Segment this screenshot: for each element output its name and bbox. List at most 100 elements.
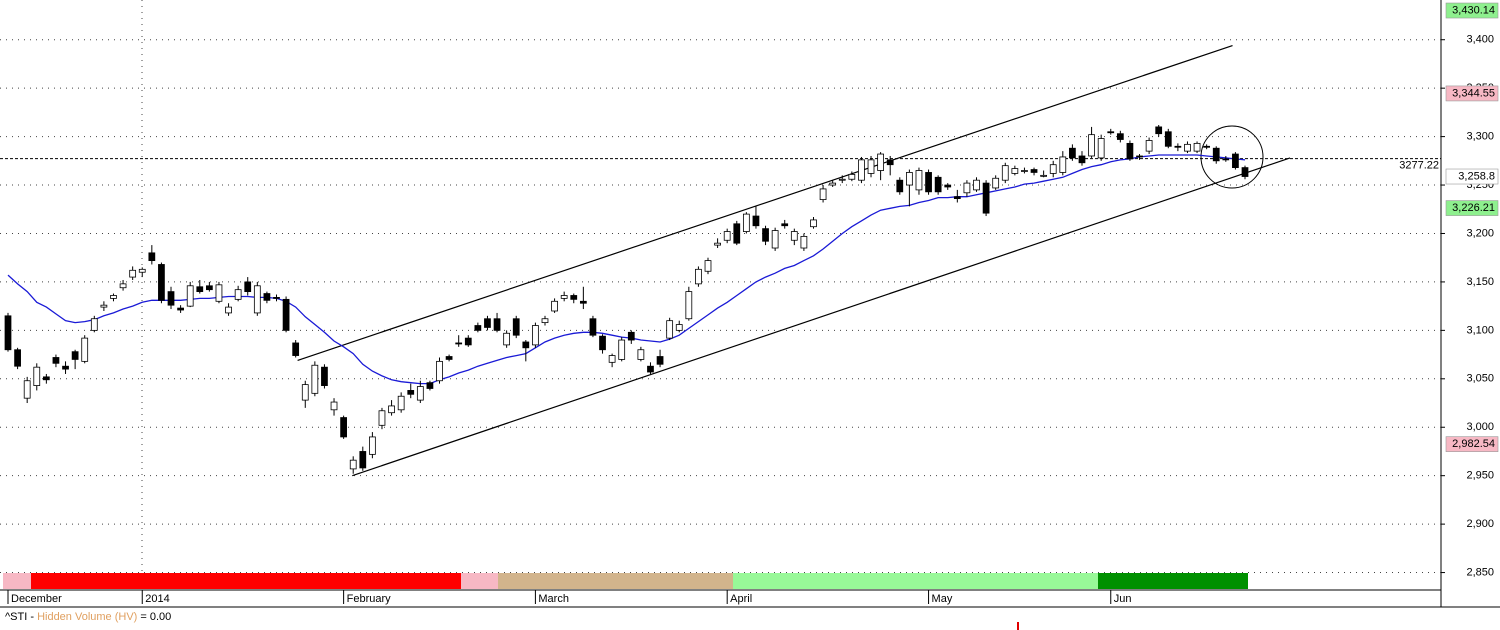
candle-body [656, 356, 664, 365]
candle-body [359, 451, 367, 469]
y-tick-label: 2,900 [1466, 518, 1494, 530]
candle-body [129, 269, 137, 278]
candle-body [253, 285, 261, 314]
candle-body [906, 172, 913, 186]
candle-body [704, 260, 712, 272]
candle-body [90, 318, 98, 331]
candle-body [771, 230, 779, 249]
trendline [352, 157, 1291, 477]
candle-body [934, 176, 942, 193]
candle-body [1222, 158, 1230, 161]
candle-body [1040, 174, 1048, 177]
candle-body [608, 355, 616, 363]
candle-body [637, 349, 645, 360]
candle-body [100, 304, 108, 308]
y-tick-label: 2,850 [1466, 566, 1494, 578]
price-label-box [1445, 436, 1499, 452]
candle-body [273, 297, 280, 299]
candle-body [503, 332, 511, 346]
candle-body [733, 223, 741, 244]
y-tick-label: 3,200 [1466, 227, 1494, 239]
footer-symbol: ^STI - [5, 611, 37, 623]
footer-label: ^STI - Hidden Volume (HV) = 0.00 [5, 611, 171, 623]
reference-label: 3277.22 [1399, 160, 1439, 172]
candle-body [790, 231, 798, 241]
candle-body [675, 324, 683, 331]
candle-body [301, 384, 309, 401]
candle-body [1174, 145, 1182, 148]
candle-body [647, 365, 654, 373]
candle-body [464, 337, 472, 346]
candle-body [1021, 170, 1028, 172]
price-label: 3,430.14 [1452, 4, 1495, 16]
candle-body [71, 351, 79, 360]
band-segment [3, 573, 31, 589]
candle-body [1078, 155, 1086, 164]
price-label-box [1445, 2, 1499, 19]
candle-body [551, 300, 558, 312]
candle-body [138, 268, 146, 273]
candle-body [474, 325, 482, 331]
band-segment [461, 573, 498, 589]
candle-body [982, 182, 990, 214]
candle-body [205, 285, 213, 291]
price-label: 3,344.55 [1452, 87, 1495, 99]
candle-body [560, 295, 568, 299]
candle-body [1193, 142, 1201, 152]
candle-body [42, 376, 50, 381]
candle-body [436, 360, 443, 382]
candle-body [666, 320, 674, 339]
y-tick-label: 3,050 [1466, 373, 1494, 385]
y-tick-label: 3,150 [1466, 276, 1494, 288]
x-tick-label: May [932, 593, 953, 605]
candle-body [973, 179, 980, 191]
candle-body [225, 306, 232, 314]
trendline [297, 44, 1233, 361]
candle-body [110, 295, 117, 299]
candle-body [62, 365, 69, 370]
candle-body [14, 349, 21, 367]
candle-body [953, 196, 961, 200]
candle-body [867, 159, 875, 174]
price-label-box [1445, 168, 1499, 185]
candle-body [186, 285, 194, 307]
candle-body [282, 298, 290, 331]
candle-body [695, 268, 702, 285]
candle-body [445, 356, 453, 360]
candle-body [886, 159, 894, 166]
x-tick-label: Jun [1114, 593, 1132, 605]
candle-body [493, 318, 501, 331]
candle-body [340, 417, 347, 438]
candle-body [407, 390, 415, 395]
candle-body [1232, 153, 1239, 169]
candle-body [349, 459, 357, 470]
candle-body [512, 318, 520, 336]
y-tick-label: 2,950 [1466, 470, 1494, 482]
candle-body [148, 252, 156, 262]
candle-body [915, 170, 923, 191]
candle-body [52, 357, 60, 364]
band-segment [498, 573, 733, 589]
band-segment [1098, 573, 1248, 589]
candle-body [397, 395, 405, 411]
highlight-circle [1200, 125, 1264, 189]
candle-body [1212, 147, 1220, 162]
candle-body [158, 264, 165, 301]
y-tick-label: 3,400 [1466, 34, 1494, 46]
candle-body [81, 337, 89, 362]
candle-body [1011, 168, 1019, 174]
candle-body [244, 281, 252, 293]
candle-body [388, 405, 395, 414]
candle-body [532, 325, 539, 346]
candle-body [800, 235, 808, 249]
candle-body [23, 380, 31, 399]
candle-body [752, 215, 760, 227]
candle-body [455, 342, 463, 345]
candle-body [1164, 131, 1172, 147]
candle-body [1097, 138, 1105, 159]
candle-body [618, 339, 626, 360]
band-segment [733, 573, 1098, 589]
candle-body [627, 331, 635, 341]
